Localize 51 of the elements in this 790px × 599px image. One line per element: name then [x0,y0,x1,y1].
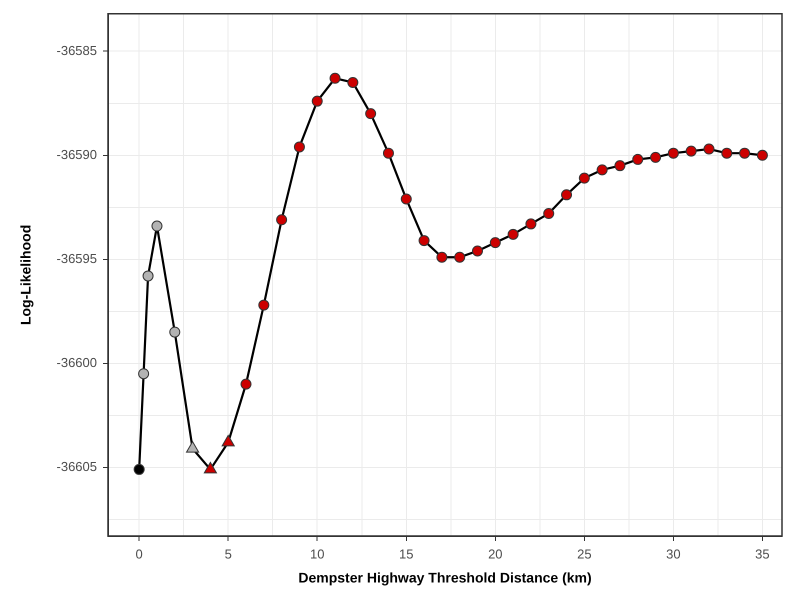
point [703,144,714,155]
point [686,146,697,157]
point [169,326,180,338]
point [721,148,732,159]
point [294,141,305,152]
y-tick-label: -36590 [56,146,97,162]
x-axis-title: Dempster Highway Threshold Distance (km) [298,569,592,586]
point [454,252,466,263]
point [134,464,145,475]
point [739,148,750,159]
point [258,300,270,311]
point [312,96,323,107]
point [596,164,608,176]
point [347,76,358,88]
point [400,193,412,204]
point [561,189,572,200]
point [138,368,150,380]
y-tick-label: -36585 [56,42,97,58]
y-tick-label: -36605 [56,458,97,474]
y-tick-label: -36600 [56,354,97,370]
point [756,150,768,161]
point [142,270,154,282]
point [276,214,288,226]
x-tick-label: 10 [310,546,324,562]
point [490,237,501,248]
point [472,245,483,256]
x-tick-label: 25 [577,546,592,562]
point [650,152,662,163]
point [365,108,376,120]
x-tick-label: 15 [399,546,414,562]
point [151,220,162,232]
point [330,72,341,84]
x-tick-label: 20 [488,546,503,562]
point [186,441,200,453]
point [614,160,626,172]
point [578,172,590,184]
point [632,154,644,165]
x-tick-label: 30 [666,546,681,562]
point [508,228,519,240]
y-axis-title: Log-Likelihood [17,224,34,326]
point [436,252,448,263]
y-tick-label: -36595 [56,250,97,266]
point [418,235,430,246]
point [543,208,554,220]
point [525,218,536,230]
point [240,378,252,390]
x-tick-label: 0 [136,546,143,562]
point [668,148,679,159]
x-tick-label: 5 [224,546,232,562]
point [382,148,394,159]
x-tick-label: 35 [755,546,770,562]
